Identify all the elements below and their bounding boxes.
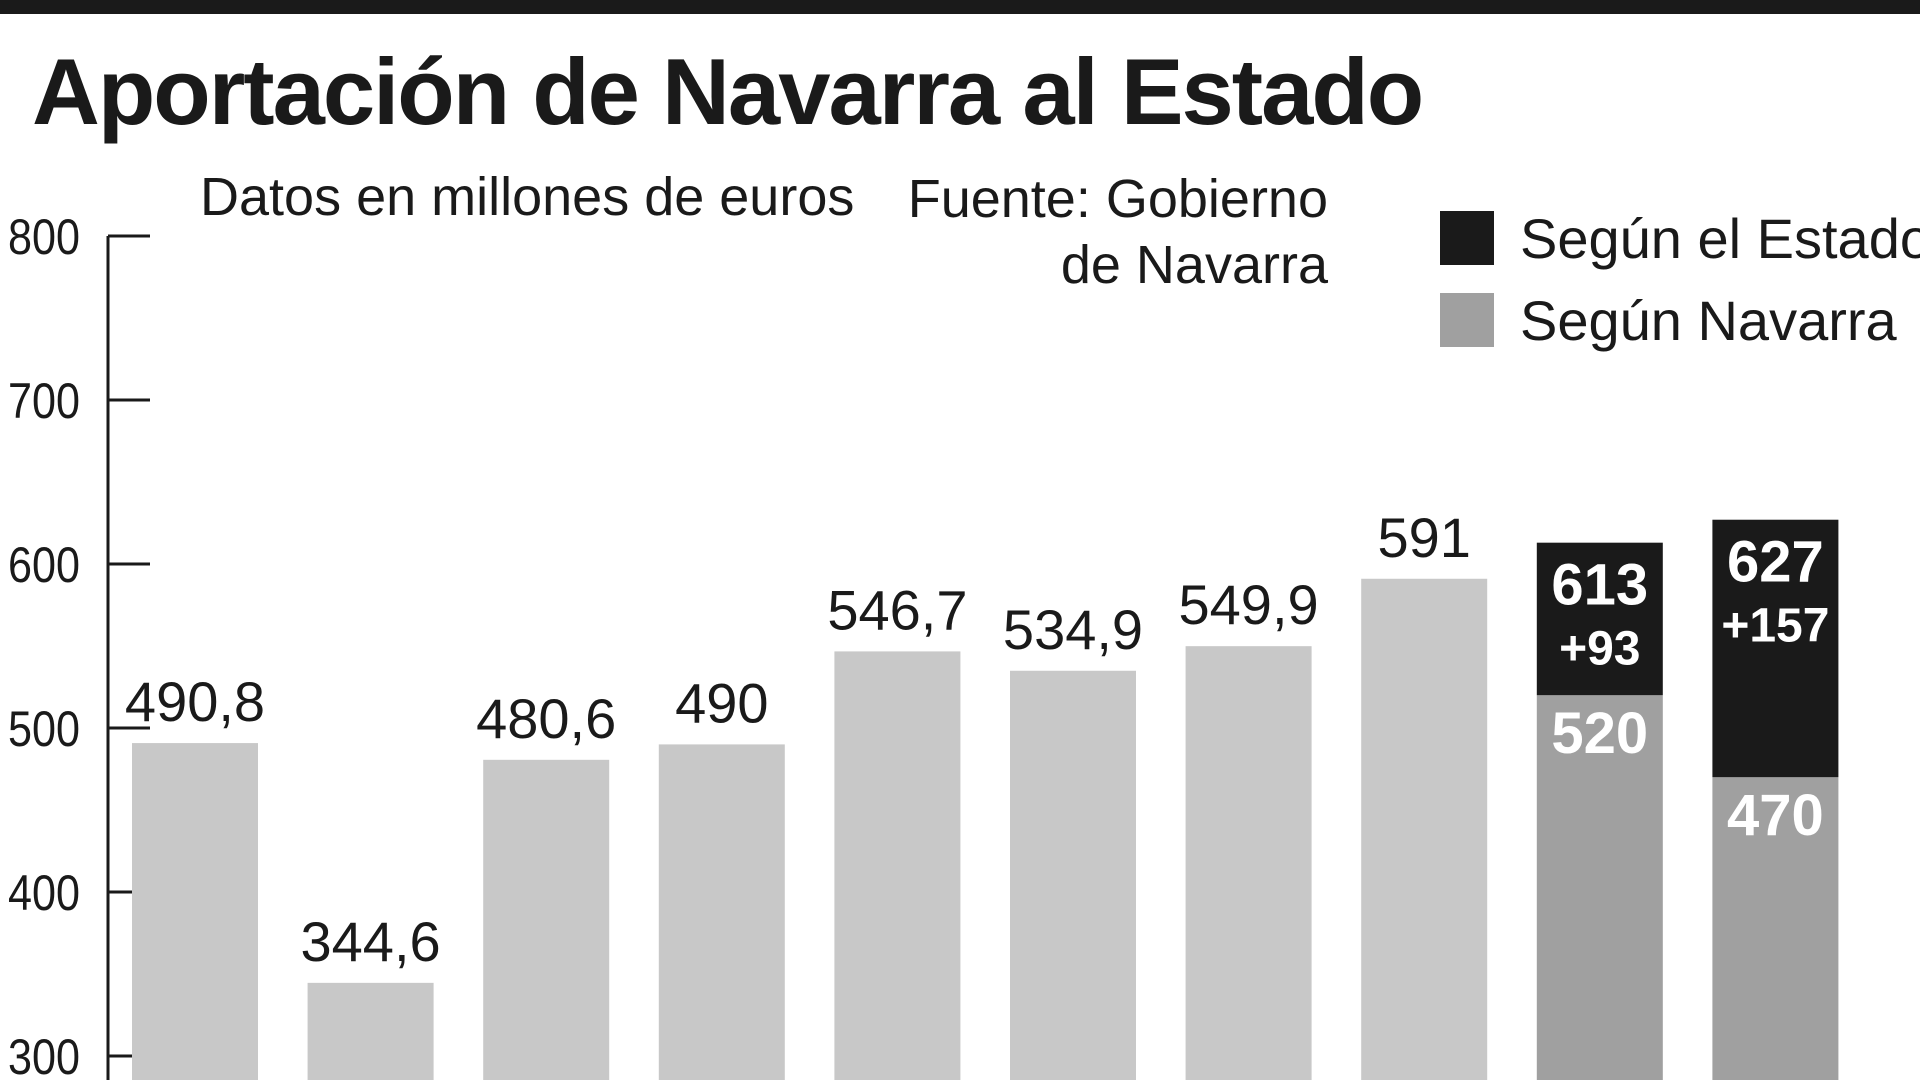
legend-label-estado: Según el Estado [1520, 206, 1920, 270]
bar-value-label-3: 490 [675, 671, 768, 734]
bar-4 [834, 651, 961, 1080]
bar-difference-label-9: +157 [1721, 600, 1829, 653]
y-tick-label-600: 600 [8, 537, 80, 593]
bar-value-label-9: 470 [1727, 783, 1824, 848]
source-line-1: Fuente: Gobierno [907, 169, 1328, 229]
bar-estado-9 [1712, 519, 1839, 778]
legend-item-estado: Según el Estado [1440, 207, 1920, 270]
bar-difference-label-8: +93 [1559, 623, 1640, 676]
bar-2 [483, 759, 610, 1080]
chart-title: Aportación de Navarra al Estado [32, 39, 1424, 144]
chart-source: Fuente: Gobierno de Navarra [908, 166, 1328, 298]
legend: Según el Estado Según Navarra [1440, 207, 1920, 374]
bar-estado-8 [1536, 542, 1663, 696]
legend-label-navarra: Según Navarra [1520, 288, 1897, 352]
bar-value-label-0: 490,8 [125, 670, 265, 733]
bar-1 [307, 982, 434, 1080]
bar-3 [658, 744, 785, 1080]
top-bar [0, 0, 1920, 14]
y-tick-label-700: 700 [8, 373, 80, 429]
source-line-2: de Navarra [1060, 235, 1328, 295]
bar-value-label-4: 546,7 [827, 578, 967, 641]
legend-swatch-navarra [1440, 293, 1494, 347]
bar-7 [1361, 578, 1488, 1080]
bar-value-label-8: 520 [1551, 701, 1648, 766]
bar-6 [1185, 646, 1312, 1080]
bar-value-label-5: 534,9 [1003, 598, 1143, 661]
bar-0 [132, 743, 258, 1080]
bar-estado-total-label-8: 613 [1551, 553, 1648, 618]
bar-value-label-6: 549,9 [1179, 573, 1319, 636]
y-tick-label-800: 800 [8, 209, 80, 265]
bar-9 [1712, 777, 1839, 1080]
bar-5 [1010, 670, 1136, 1080]
y-tick-label-300: 300 [8, 1029, 80, 1080]
bar-8 [1536, 695, 1663, 1080]
bar-value-label-7: 591 [1377, 506, 1470, 569]
legend-swatch-estado [1440, 211, 1494, 265]
legend-item-navarra: Según Navarra [1440, 289, 1920, 352]
y-tick-label-500: 500 [8, 701, 80, 757]
bar-estado-total-label-9: 627 [1727, 530, 1824, 595]
bar-value-label-1: 344,6 [301, 910, 441, 973]
bar-value-label-2: 480,6 [476, 687, 616, 750]
y-tick-label-400: 400 [8, 865, 80, 921]
chart-subtitle: Datos en millones de euros [200, 167, 855, 227]
